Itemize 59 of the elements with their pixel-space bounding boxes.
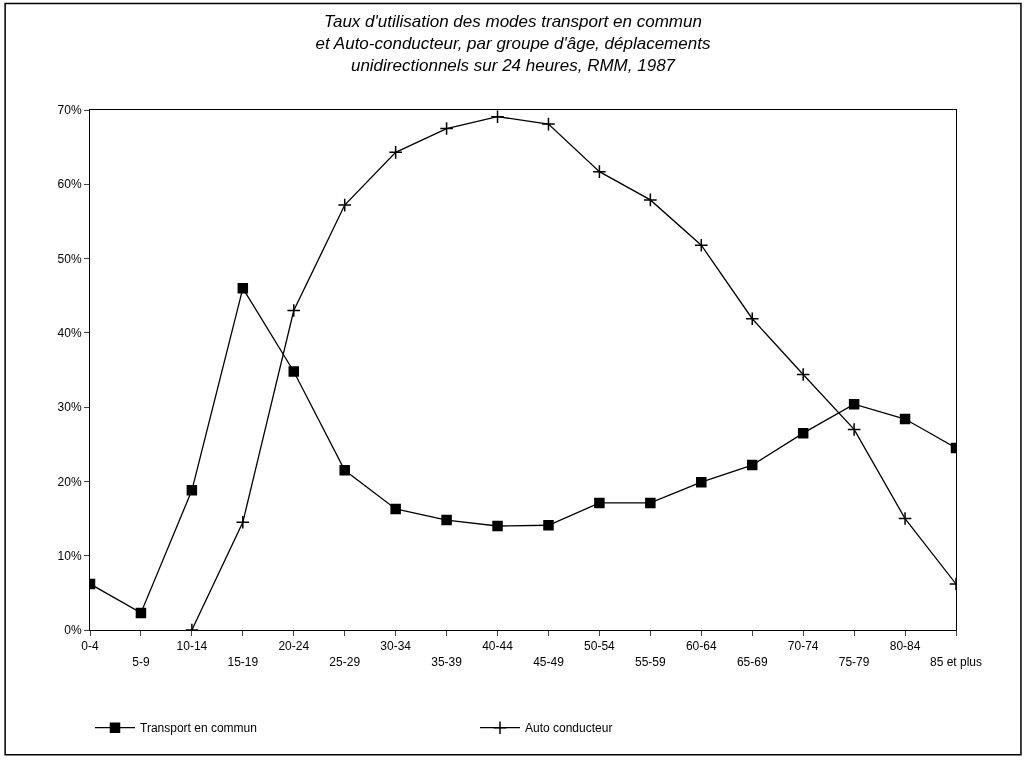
point	[696, 476, 707, 488]
point	[543, 520, 554, 531]
x-tick-label: 20-24	[278, 639, 310, 654]
point	[594, 497, 605, 509]
x-tick-label: 25-29	[329, 655, 361, 669]
legend-label: Auto conducteur	[525, 721, 613, 736]
x-tick-label: 70-74	[787, 639, 819, 654]
point	[796, 367, 811, 382]
x-tick-label: 30-34	[380, 639, 412, 654]
point	[388, 145, 403, 160]
x-tick-label: 50-54	[584, 639, 616, 654]
point	[235, 515, 250, 530]
y-tick-label: 60%	[57, 177, 82, 192]
x-tick-label: 60-64	[685, 639, 717, 654]
point	[898, 511, 913, 526]
point	[541, 117, 556, 132]
point	[899, 413, 911, 425]
y-tick-label: 40%	[57, 326, 82, 341]
point	[745, 311, 760, 326]
x-tick-label: 80-84	[889, 639, 921, 654]
point	[337, 198, 352, 213]
point	[286, 303, 301, 318]
legend-label: Transport en commun	[140, 721, 257, 736]
point	[797, 427, 809, 439]
y-tick-label: 70%	[57, 103, 82, 118]
x-tick-label: 85 et plus	[929, 655, 983, 669]
point	[643, 192, 658, 207]
point	[288, 366, 300, 377]
y-tick-label: 10%	[57, 548, 82, 563]
point	[439, 121, 454, 136]
point	[492, 520, 503, 532]
point	[847, 422, 862, 437]
x-tick-label: 0-4	[81, 639, 99, 654]
point	[848, 398, 860, 410]
x-tick-label: 55-59	[635, 655, 667, 669]
point	[135, 607, 147, 619]
x-tick-label: 40-44	[482, 639, 514, 654]
x-tick-label: 65-69	[736, 655, 768, 669]
x-tick-label: 10-14	[176, 639, 208, 654]
x-tick-label: 15-19	[227, 655, 259, 669]
x-tick-label: 35-39	[431, 655, 463, 669]
y-tick-label: 30%	[57, 400, 82, 415]
point	[645, 497, 656, 509]
x-tick-label: 5-9	[132, 655, 150, 669]
y-tick-label: 50%	[57, 251, 82, 266]
point	[186, 485, 198, 496]
point	[441, 514, 452, 526]
point	[592, 164, 607, 179]
y-tick-label: 0%	[64, 623, 82, 638]
x-tick-label: 45-49	[533, 655, 565, 669]
point	[490, 110, 505, 124]
y-tick-label: 20%	[57, 474, 82, 489]
point	[339, 465, 350, 476]
point	[390, 503, 401, 515]
chart-title: Taux d'utilisation des modes transport en commun et Auto-conducteur, par groupe d'âge, déplacements unidirectionnels sur 24 heures, RMM, 1987	[315, 11, 711, 75]
point	[694, 238, 709, 253]
x-tick-label: 75-79	[838, 655, 870, 669]
point	[746, 459, 758, 471]
point	[237, 283, 249, 294]
